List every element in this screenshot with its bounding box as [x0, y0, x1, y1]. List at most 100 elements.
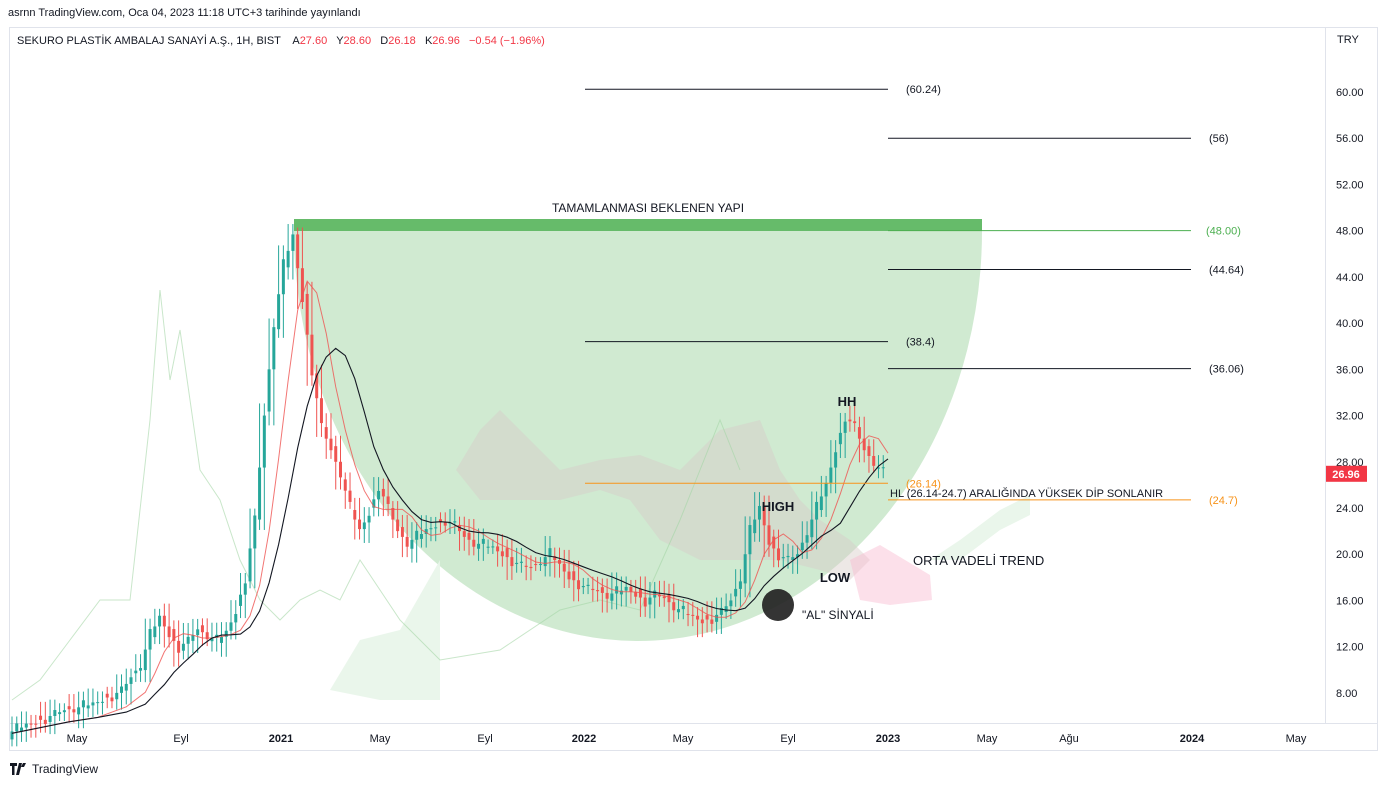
candle-body — [324, 427, 328, 439]
footer-brand: TradingView — [32, 762, 99, 776]
y-tick-label: 36.00 — [1336, 364, 1364, 376]
x-tick-label: May — [1286, 733, 1307, 745]
candle-body — [686, 614, 690, 616]
candle-body — [667, 594, 671, 603]
x-tick-label: 2023 — [876, 733, 900, 745]
candle-body — [705, 615, 709, 620]
candle-body — [781, 557, 785, 559]
candle-body — [286, 250, 290, 268]
candle-body — [881, 467, 885, 469]
x-tick-label: 2021 — [269, 733, 293, 745]
candle-body — [229, 622, 233, 631]
candle-body — [77, 707, 81, 715]
candle-body — [857, 427, 861, 439]
candle-body — [458, 525, 462, 532]
candle-body — [515, 562, 519, 565]
candle-body — [153, 626, 157, 638]
candle-body — [86, 705, 90, 709]
candle-body — [819, 496, 823, 511]
candle-body — [548, 548, 552, 558]
candle-body — [486, 546, 490, 548]
x-tick-label: Eyl — [780, 733, 795, 745]
candle-body — [510, 557, 514, 567]
candle-body — [748, 525, 752, 555]
pattern-top-bar — [294, 219, 982, 231]
tradingview-footer[interactable]: TradingView — [10, 762, 98, 776]
candle-body — [143, 649, 147, 671]
candle-body — [358, 519, 362, 530]
buy-signal-marker[interactable] — [762, 589, 794, 621]
candle-body — [248, 548, 252, 582]
candle-body — [715, 614, 719, 622]
candle-body — [172, 629, 176, 641]
candle-body — [181, 643, 185, 651]
pattern-title: TAMAMLANMASI BEKLENEN YAPI — [552, 201, 744, 215]
candle-body — [24, 723, 28, 728]
candle-body — [681, 605, 685, 610]
candle-body — [115, 692, 119, 700]
candle-body — [862, 438, 866, 451]
candle-body — [391, 508, 395, 520]
candle-body — [258, 467, 262, 520]
x-tick-label: Eyl — [477, 733, 492, 745]
candle-body — [200, 625, 204, 633]
candle-body — [67, 706, 71, 710]
candle-body — [372, 499, 376, 508]
candle-body — [219, 636, 223, 643]
candle-body — [610, 593, 614, 601]
candle-body — [838, 432, 842, 445]
candle-body — [281, 259, 285, 295]
candle-body — [58, 712, 62, 715]
y-tick-label: 60.00 — [1336, 87, 1364, 99]
candle-body — [381, 488, 385, 497]
candle-body — [315, 373, 319, 399]
level-label: (56) — [1209, 133, 1229, 145]
candle-body — [205, 632, 209, 640]
candle-body — [553, 556, 557, 560]
kumo-cloud-pink — [850, 545, 932, 605]
level-label: (36.06) — [1209, 364, 1244, 376]
currency-label[interactable]: TRY — [1337, 34, 1359, 46]
candle-body — [477, 543, 481, 549]
candle-body — [796, 554, 800, 558]
candle-body — [410, 539, 414, 549]
candle-body — [177, 640, 181, 653]
candle-body — [29, 723, 33, 725]
candle-body — [843, 421, 847, 433]
candle-body — [277, 294, 281, 330]
candle-body — [210, 638, 214, 642]
candle-body — [777, 548, 780, 561]
level-label: (44.64) — [1209, 264, 1244, 276]
candle-body — [339, 461, 342, 478]
candle-body — [367, 515, 371, 523]
symbol-name: SEKURO PLASTİK AMBALAJ SANAYİ A.Ş., 1H, … — [17, 35, 281, 47]
candle-body — [496, 546, 500, 552]
y-tick-label: 20.00 — [1336, 549, 1364, 561]
candle-body — [672, 602, 676, 611]
candle-body — [48, 716, 52, 722]
candle-body — [500, 551, 504, 557]
time-axis[interactable] — [9, 724, 1378, 751]
level-label: (38.4) — [906, 337, 935, 349]
y-tick-label: 40.00 — [1336, 318, 1364, 330]
candle-body — [872, 456, 876, 466]
candle-body — [643, 597, 647, 607]
candle-body — [405, 536, 409, 547]
candle-body — [591, 588, 595, 591]
candle-body — [753, 519, 757, 534]
x-tick-label: 2024 — [1180, 733, 1205, 745]
candle-body — [462, 531, 466, 537]
pattern-zone — [294, 231, 982, 641]
candle-body — [481, 538, 485, 544]
candle-body — [615, 586, 619, 594]
tradingview-logo-icon — [10, 763, 26, 775]
candle-body — [657, 594, 661, 597]
candle-body — [110, 697, 114, 702]
x-tick-label: May — [370, 733, 391, 745]
candle-body — [262, 415, 266, 468]
price-axis[interactable] — [1326, 27, 1378, 724]
candle-body — [581, 586, 585, 588]
candle-body — [605, 592, 609, 599]
candle-body — [586, 584, 590, 586]
candle-body — [43, 719, 47, 724]
